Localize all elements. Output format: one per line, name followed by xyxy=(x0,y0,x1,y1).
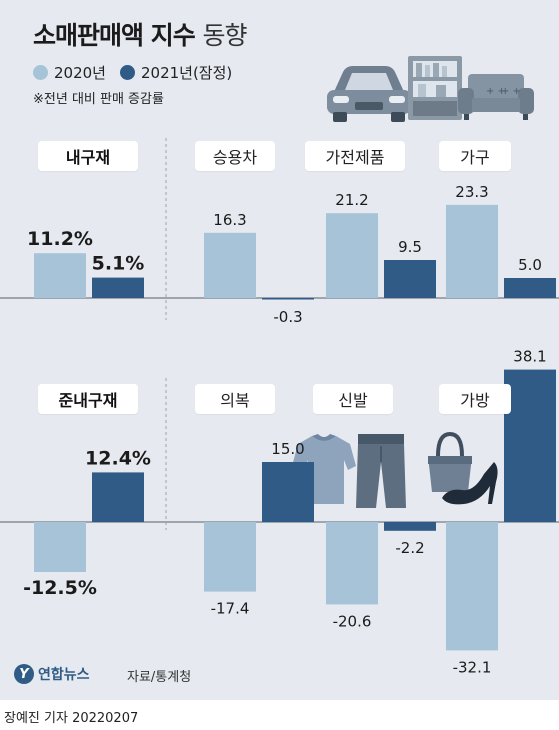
bar xyxy=(504,369,556,522)
bar xyxy=(204,232,256,298)
yonhap-logo: Y 연합뉴스 xyxy=(14,664,90,684)
value-label: 9.5 xyxy=(398,238,422,256)
legend-swatch-2021 xyxy=(119,65,135,80)
logo-name: 연합뉴스 xyxy=(38,667,90,683)
value-label: 12.4% xyxy=(85,447,151,469)
bar xyxy=(384,522,436,531)
legend: 2020년 2021년(잠정) xyxy=(33,62,246,83)
value-label: 16.3 xyxy=(213,211,246,229)
category-label: 가전제품 xyxy=(305,141,405,171)
bar xyxy=(262,298,314,300)
byline: 장예진 기자 20220207 xyxy=(4,711,139,726)
legend-label-2021: 2021년(잠정) xyxy=(140,64,233,82)
category-label: 가방 xyxy=(439,384,511,414)
bar xyxy=(34,253,86,298)
bar xyxy=(384,260,436,298)
high-heel-icon xyxy=(442,462,498,505)
bar xyxy=(504,278,556,298)
svg-text:+ +: + + xyxy=(501,86,521,97)
value-label: -20.6 xyxy=(333,612,372,630)
bar xyxy=(262,462,314,522)
value-label: -32.1 xyxy=(453,658,492,676)
value-label: 11.2% xyxy=(27,228,93,250)
sofa-icon: + + + + xyxy=(458,74,534,120)
bar xyxy=(446,204,498,298)
category-label: 가구 xyxy=(439,141,511,171)
logo-icon: Y xyxy=(14,664,34,684)
category-label: 의복 xyxy=(195,384,275,414)
handbag-icon xyxy=(428,431,472,492)
value-label: 5.1% xyxy=(92,253,145,275)
bar xyxy=(326,522,378,605)
category-label: 신발 xyxy=(313,384,393,414)
category-label: 준내구재 xyxy=(38,384,138,414)
chart-note: ※전년 대비 판매 증감률 xyxy=(33,92,164,107)
value-label: 5.0 xyxy=(518,256,542,274)
legend-swatch-2020 xyxy=(33,65,48,80)
value-label: -2.2 xyxy=(395,539,424,557)
value-label: 38.1 xyxy=(513,348,546,366)
shelf-icon xyxy=(408,56,462,120)
bar xyxy=(326,213,378,298)
category-label: 내구재 xyxy=(38,141,138,171)
value-label: 15.0 xyxy=(271,440,304,458)
legend-item-2021: 2021년(잠정) xyxy=(119,62,233,83)
bar xyxy=(34,522,86,572)
value-label: 21.2 xyxy=(335,191,368,209)
bar xyxy=(92,277,144,298)
legend-label-2020: 2020년 xyxy=(54,64,106,82)
category-label: 승용차 xyxy=(195,141,275,171)
value-label: 23.3 xyxy=(455,183,488,201)
car-icon xyxy=(327,66,411,122)
page-title: 소매판매액 지수 동향 xyxy=(33,21,247,50)
chart: 11.2% 5.1% 16.3 -0.3 21.2 9.5 23.3 5.0 -12.5% 12.… xyxy=(0,138,559,676)
value-label: -0.3 xyxy=(273,308,302,326)
pants-icon xyxy=(356,434,406,508)
data-source: 자료/통계청 xyxy=(127,670,192,685)
value-label: -17.4 xyxy=(211,600,250,618)
bar xyxy=(204,522,256,592)
value-label: -12.5% xyxy=(23,577,97,599)
svg-text:+ +: + + xyxy=(486,86,506,97)
bar xyxy=(446,522,498,651)
bar xyxy=(92,472,144,522)
legend-item-2020: 2020년 xyxy=(33,62,106,83)
